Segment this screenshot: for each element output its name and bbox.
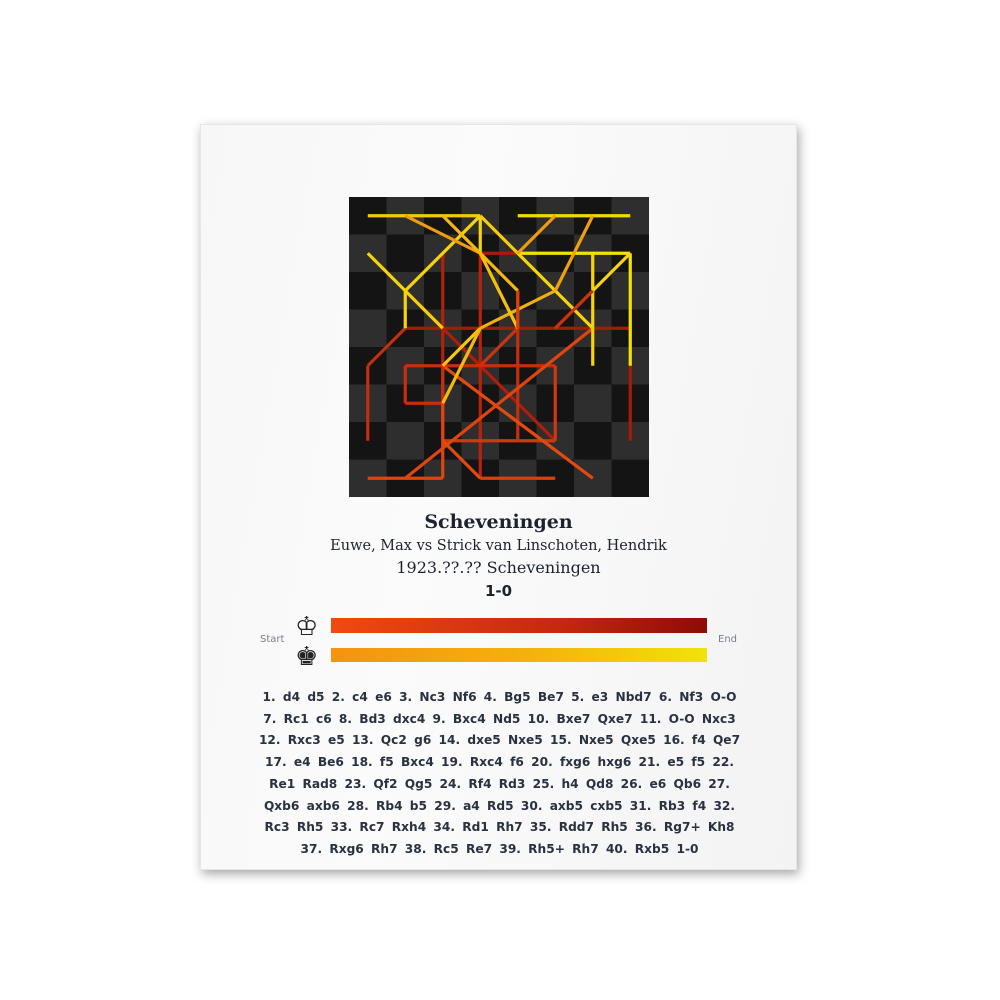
black-king-icon: ♚	[295, 642, 319, 672]
move-path	[441, 364, 594, 480]
move-path	[554, 289, 594, 330]
moves-text: 1. d4 d5 2. c4 e6 3. Nc3 Nf6 4. Bg5 Be7 …	[258, 690, 741, 856]
board-square	[574, 422, 612, 460]
board-square	[349, 272, 387, 310]
date-event: 1923.??.?? Scheveningen	[396, 558, 601, 577]
start-label: Start	[260, 634, 285, 645]
move-path	[479, 214, 519, 255]
white-king-icon: ♔	[295, 612, 319, 642]
move-path	[479, 327, 519, 367]
move-path	[516, 214, 557, 255]
players: Euwe, Max vs Strick van Linschoten, Hend…	[330, 538, 667, 554]
game-path-board	[349, 197, 649, 497]
black-gradient-bar	[331, 648, 707, 662]
board-square	[611, 459, 649, 497]
board-square	[349, 309, 387, 347]
board-square	[386, 234, 424, 272]
end-label: End	[718, 634, 738, 645]
poster-title: Scheveningen	[424, 511, 573, 533]
move-path	[404, 289, 444, 330]
move-path	[553, 215, 595, 292]
poster: Scheveningen Euwe, Max vs Strick van Lin…	[200, 124, 797, 870]
move-path	[441, 439, 482, 480]
move-path	[591, 252, 632, 292]
white-gradient-bar	[331, 618, 707, 633]
move-path	[404, 214, 482, 292]
move-path	[441, 327, 482, 404]
board-square	[574, 384, 612, 422]
board-square	[386, 422, 424, 460]
move-path	[404, 327, 594, 480]
move-path	[441, 327, 482, 367]
move-path	[366, 327, 407, 367]
move-path	[366, 252, 407, 292]
move-path	[404, 214, 481, 255]
result: 1-0	[484, 582, 513, 600]
move-path	[478, 252, 520, 329]
